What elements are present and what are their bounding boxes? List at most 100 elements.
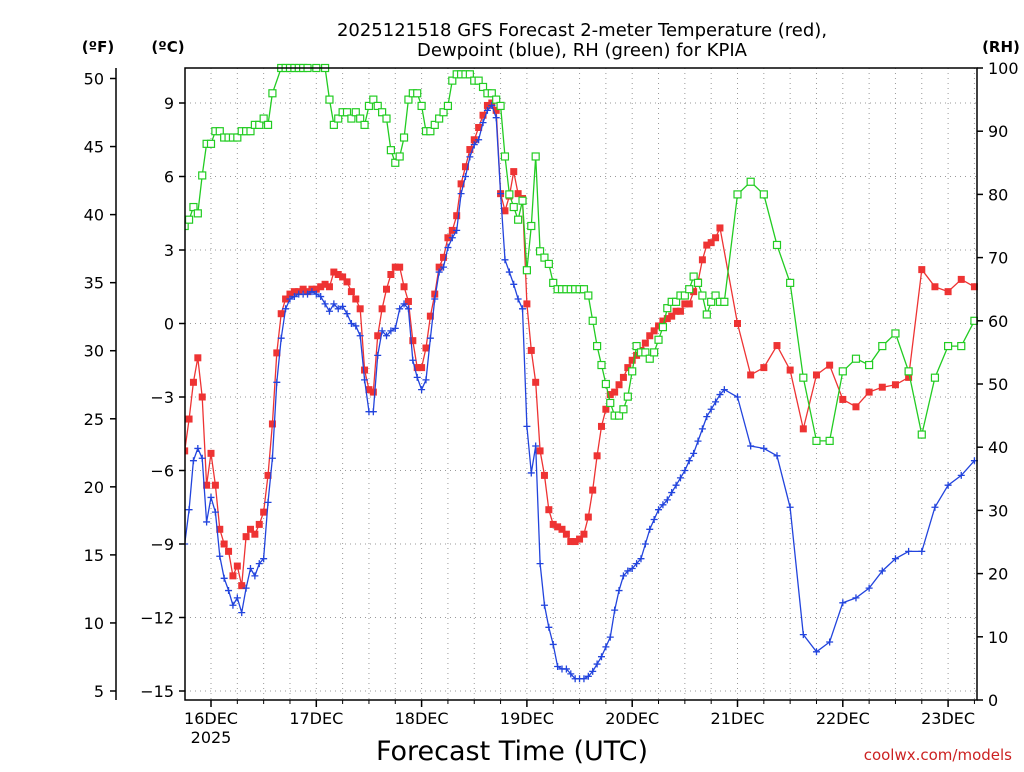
dewpoint-point [690, 449, 698, 457]
rh-point [334, 114, 343, 123]
temperature-point [325, 283, 333, 291]
temperature-point [413, 364, 421, 372]
rh-tick-label: 100 [988, 59, 1019, 78]
dewpoint-point [207, 493, 215, 501]
dewpoint-point [189, 457, 197, 465]
dewpoint-point [747, 442, 755, 450]
temperature-point [589, 486, 597, 494]
rh-tick-label: 50 [988, 375, 1008, 394]
celsius-tick-label: 6 [164, 168, 174, 187]
fahrenheit-axis-unit-label: (ºF) [82, 38, 114, 56]
temperature-point [286, 290, 294, 298]
rh-point [650, 348, 659, 357]
dewpoint-point [317, 293, 325, 301]
rh-point [917, 430, 926, 439]
rh-point [544, 259, 553, 269]
celsius-tick-label: −3 [150, 388, 174, 407]
rh-point [263, 120, 273, 129]
temperature-point [571, 538, 579, 546]
dewpoint-point [448, 234, 456, 242]
rh-point [373, 101, 382, 111]
credit-label: coolwx.com/models [864, 746, 1012, 764]
dewpoint-point [374, 351, 382, 359]
dewpoint-point [720, 386, 728, 394]
temperature-point [422, 344, 430, 352]
temperature-point [812, 371, 820, 379]
temperature-point [260, 508, 268, 516]
dewpoint-point [378, 327, 386, 335]
temperature-point [703, 241, 711, 249]
dewpoint-point [238, 609, 246, 617]
rh-point [619, 405, 628, 414]
temperature-point [404, 297, 412, 305]
rh-point [430, 120, 439, 129]
dewpoint-point [527, 469, 535, 477]
dewpoint-point [606, 633, 614, 641]
dewpoint-point [312, 290, 320, 298]
rh-point [185, 221, 189, 231]
temperature-point [681, 300, 689, 308]
temperature-point [378, 305, 386, 313]
rh-point [325, 95, 334, 104]
rh-point [891, 329, 900, 338]
dewpoint-point [589, 667, 597, 675]
rh-point [465, 70, 474, 79]
dewpoint-point [944, 481, 952, 489]
dewpoint-point [676, 474, 684, 482]
temperature-point [931, 283, 939, 291]
dewpoint-point [457, 190, 465, 198]
celsius-tick-label: −12 [140, 609, 174, 628]
temperature-point [650, 327, 658, 335]
dewpoint-point [431, 295, 439, 303]
rh-point [189, 202, 198, 212]
temperature-point [606, 391, 614, 399]
rh-point [268, 89, 277, 98]
rh-point [812, 436, 821, 445]
temperature-point [641, 339, 649, 347]
dewpoint-point [383, 332, 390, 340]
x-tick-label: 18DEC [395, 709, 449, 728]
rh-point [399, 133, 409, 142]
temperature-point [510, 168, 518, 176]
dewpoint-point [716, 391, 724, 399]
dewpoint-point [308, 288, 316, 296]
dewpoint-point [633, 560, 641, 568]
fahrenheit-tick-label: 20 [84, 478, 104, 497]
fahrenheit-tick-label: 10 [84, 614, 104, 633]
dewpoint-point [707, 405, 715, 413]
dewpoint-point [519, 305, 527, 313]
temperature-point [576, 535, 584, 543]
rh-tick-label: 60 [988, 312, 1008, 331]
dewpoint-point [488, 101, 496, 109]
temperature-point [957, 275, 965, 283]
temperature-point [238, 582, 246, 590]
temperature-point [597, 422, 605, 430]
temperature-point [453, 212, 461, 220]
dewpoint-point [918, 547, 926, 555]
fahrenheit-tick-label: 35 [84, 274, 104, 293]
dewpoint-point [330, 300, 338, 308]
dewpoint-point [356, 332, 364, 340]
dewpoint-point [203, 518, 211, 526]
dewpoint-point [624, 567, 632, 575]
dewpoint-point [211, 508, 219, 516]
temperature-point [549, 520, 557, 528]
dewpoint-point [470, 141, 478, 149]
temperature-point [418, 364, 426, 372]
dewpoint-point [628, 565, 636, 572]
temperature-point [426, 312, 434, 320]
dewpoint-point [957, 471, 965, 479]
dewpoint-point [615, 587, 623, 595]
dewpoint-point [391, 324, 399, 332]
rh-point [772, 240, 782, 250]
temperature-point [676, 307, 684, 315]
temperature-point [501, 207, 509, 215]
temperature-point [198, 393, 206, 401]
rh-point [702, 310, 711, 319]
temperature-point [282, 295, 290, 303]
dewpoint-point [523, 422, 531, 430]
dewpoint-point [510, 280, 518, 288]
dewpoint-point [435, 268, 443, 276]
